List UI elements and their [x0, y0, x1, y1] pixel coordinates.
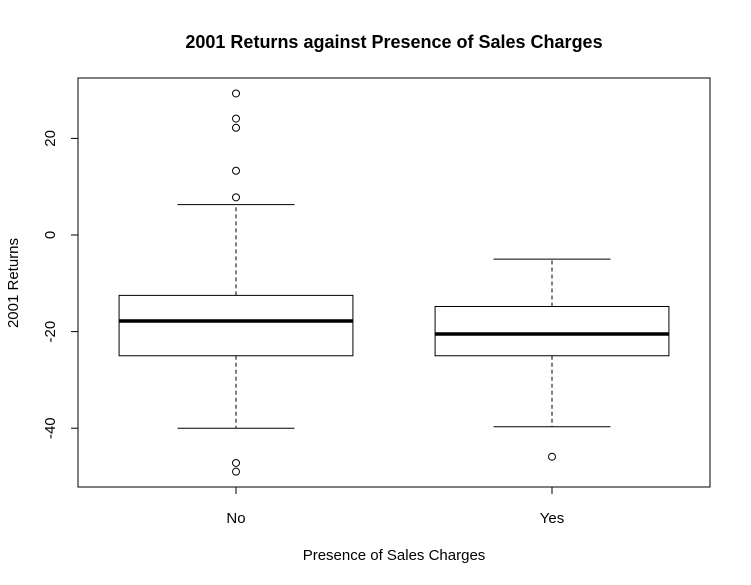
- outlier-point: [232, 458, 240, 467]
- x-axis: No Yes: [226, 486, 564, 527]
- chart-title: 2001 Returns against Presence of Sales C…: [185, 32, 602, 52]
- y-tick-label: -40: [42, 417, 59, 439]
- x-axis-title: Presence of Sales Charges: [303, 547, 486, 564]
- y-tick-label: -20: [42, 321, 59, 343]
- y-axis: -40 -20 0 20: [42, 130, 79, 439]
- box-no: [118, 89, 354, 476]
- outlier-point: [232, 193, 240, 202]
- outlier-point: [548, 452, 556, 461]
- outlier-point: [232, 467, 240, 476]
- outlier-point: [232, 114, 240, 123]
- outlier-point: [232, 89, 240, 98]
- y-tick-label: 20: [42, 130, 59, 147]
- x-tick-label: No: [226, 510, 245, 527]
- iqr-box: [118, 294, 354, 357]
- y-tick-label: 0: [42, 231, 59, 239]
- iqr-box: [434, 305, 670, 357]
- boxes: [118, 89, 670, 476]
- box-yes: [434, 258, 670, 461]
- outlier-point: [232, 166, 240, 175]
- outlier-point: [232, 123, 240, 132]
- plot-frame: [77, 77, 711, 488]
- x-tick-label: Yes: [540, 510, 564, 527]
- y-axis-title: 2001 Returns: [5, 238, 22, 328]
